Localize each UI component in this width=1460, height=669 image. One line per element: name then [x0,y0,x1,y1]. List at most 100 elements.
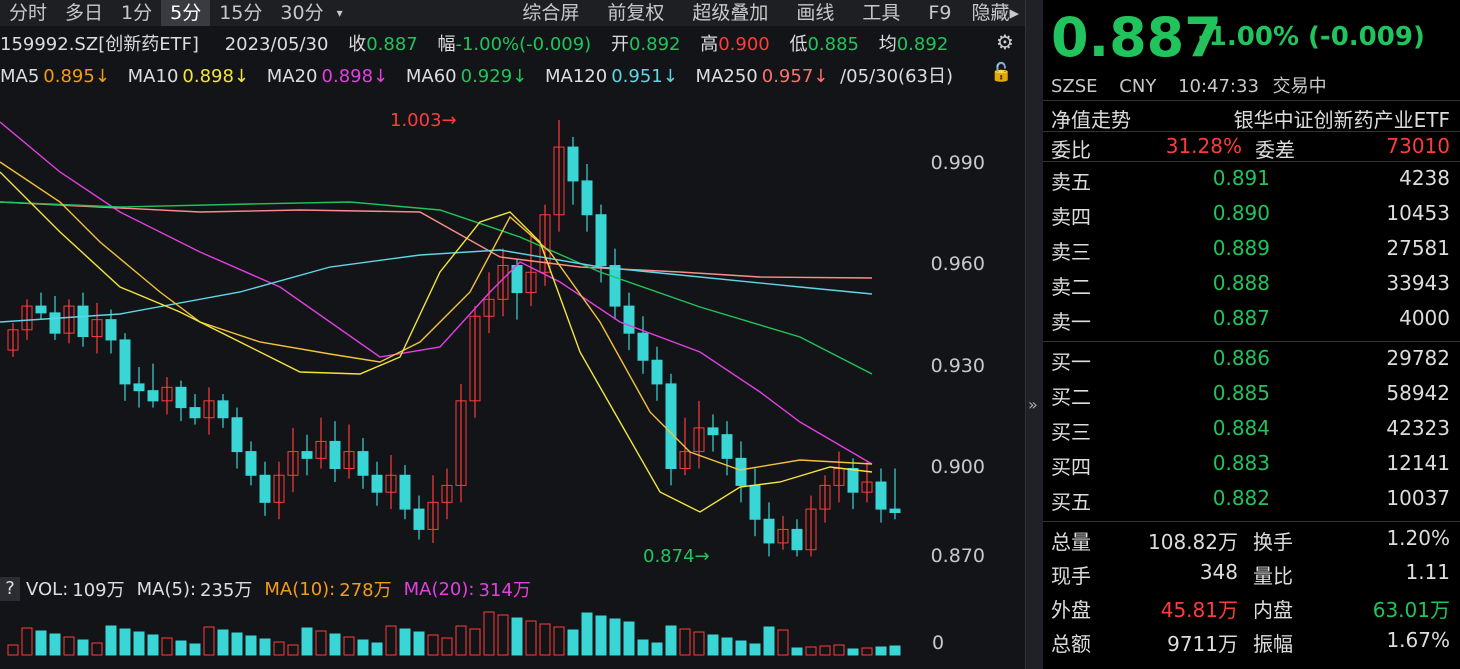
vol-ma5-label: MA(5): [136,578,197,600]
volume-bar [679,628,691,656]
volume-bar [287,644,299,656]
ma-line [0,161,873,471]
help-icon[interactable]: ? [0,577,20,601]
level-price: 0.884 [1212,416,1270,440]
level-price: 0.890 [1212,201,1270,225]
period-tab-1min[interactable]: 1分 [121,2,153,24]
security-code: 159992.SZ[创新药ETF] [0,34,199,55]
bid-level[interactable]: 买二 0.885 58942 [1043,381,1460,413]
volume-bar [399,628,411,656]
bid-level[interactable]: 买四 0.883 12141 [1043,451,1460,483]
volume-bar [427,634,439,656]
volume-bar [735,640,747,656]
draw-line-button[interactable]: 画线 [796,2,835,24]
ask-level[interactable]: 卖四 0.890 10453 [1043,201,1460,233]
candle-body [749,484,761,520]
wb-label: 委比 [1051,138,1091,162]
vol-ma20-value: 314万 [478,580,531,601]
exchange: SZSE [1051,76,1098,97]
ask-level[interactable]: 卖二 0.888 33943 [1043,271,1460,303]
candle-body [805,508,817,551]
volume-bar [343,636,355,656]
volume-bar [273,641,285,656]
candle-body [175,386,187,409]
level-volume: 42323 [1386,416,1450,440]
ma10-value: 0.898↓ [182,66,250,87]
level-volume: 4238 [1399,166,1450,190]
candle-body [525,271,537,294]
level-label: 卖二 [1051,275,1091,299]
forward-adjust-button[interactable]: 前复权 [607,2,665,24]
level-volume: 33943 [1386,271,1450,295]
expand-icon[interactable]: » [1028,395,1038,414]
settings-gear-icon[interactable]: ⚙ [996,30,1014,54]
panel-collapse-handle[interactable]: » [1025,0,1043,669]
candle-body [21,305,33,331]
wc-value: 73010 [1386,134,1450,158]
volume-bar [147,634,159,656]
candle-body [497,265,509,300]
period-tab-intraday[interactable]: 分时 [9,2,48,24]
f9-button[interactable]: F9 [928,2,952,24]
stat-value: 108.82万 [1148,530,1238,554]
super-overlay-button[interactable]: 超级叠加 [692,2,769,24]
level-volume: 12141 [1386,451,1450,475]
bid-level[interactable]: 买五 0.882 10037 [1043,486,1460,518]
volume-chart[interactable] [0,603,1025,661]
close-label: 收 [348,34,367,55]
volume-bar [329,633,341,656]
period-tab-30min[interactable]: 30分 [280,2,324,24]
candle-body [399,474,411,510]
composite-screen-button[interactable]: 综合屏 [522,2,580,24]
change-label: 幅 [437,34,456,55]
ask-level[interactable]: 卖五 0.891 4238 [1043,166,1460,198]
ma120-label: MA120 [544,66,608,87]
period-tab-multiday[interactable]: 多日 [65,2,104,24]
volume-bar [651,642,663,656]
candle-body [217,400,229,419]
lock-icon[interactable]: 🔓 [990,62,1013,83]
nav-row[interactable]: 净值走势 银华中证创新药产业ETF [1043,104,1460,136]
level-price: 0.882 [1212,486,1270,510]
stat-value: 348 [1199,560,1238,584]
candle-body [91,319,103,338]
ask-level[interactable]: 卖三 0.889 27581 [1043,236,1460,268]
hide-button[interactable]: 隐藏▸ [971,2,1019,24]
bid-level[interactable]: 买三 0.884 42323 [1043,416,1460,448]
volume-bar [175,640,187,656]
price-change: -1.00% (-0.009) [1198,22,1425,52]
period-tab-15min[interactable]: 15分 [219,2,263,24]
volume-bar [245,635,257,656]
ask-level[interactable]: 卖一 0.887 4000 [1043,306,1460,338]
volume-bar [567,629,579,656]
stat-row: 外盘 45.81万 内盘 63.01万 [1043,594,1460,626]
ma-info-bar: MA5 0.895↓ MA10 0.898↓ MA20 0.898↓ MA60 0.92… [0,62,957,88]
bid-level[interactable]: 买一 0.886 29782 [1043,346,1460,378]
volume-bar [385,625,397,656]
low-label: 低 [789,34,808,55]
candle-body [35,305,47,314]
tools-button[interactable]: 工具 [862,2,901,24]
candlestick-chart[interactable]: 1.003→ 0.874→ [0,92,1025,572]
close-value: 0.887 [366,34,418,55]
volume-bar [847,648,859,656]
candle-body [511,265,523,294]
candle-body [441,484,453,503]
volume-bar [189,643,201,656]
level-label: 买二 [1051,385,1091,409]
period-more-dropdown[interactable]: ▾ [336,6,343,20]
candle-body [791,528,803,551]
ma-line [0,171,873,513]
nav-trend-label[interactable]: 净值走势 [1051,108,1131,132]
volume-bar [511,617,523,656]
avg-label: 均 [878,34,897,55]
chart-toolbar: 分时 多日 1分 5分 15分 30分 ▾ 综合屏 前复权 超级叠加 画线 工具… [0,0,1025,26]
candle-body [777,528,789,544]
candle-body [413,508,425,530]
volume-bar [553,626,565,656]
ma250-value: 0.957↓ [761,66,829,87]
period-tab-5min[interactable]: 5分 [161,0,211,26]
volume-bar [861,647,873,656]
stat-label: 总量 [1051,530,1091,554]
level-label: 卖五 [1051,170,1091,194]
